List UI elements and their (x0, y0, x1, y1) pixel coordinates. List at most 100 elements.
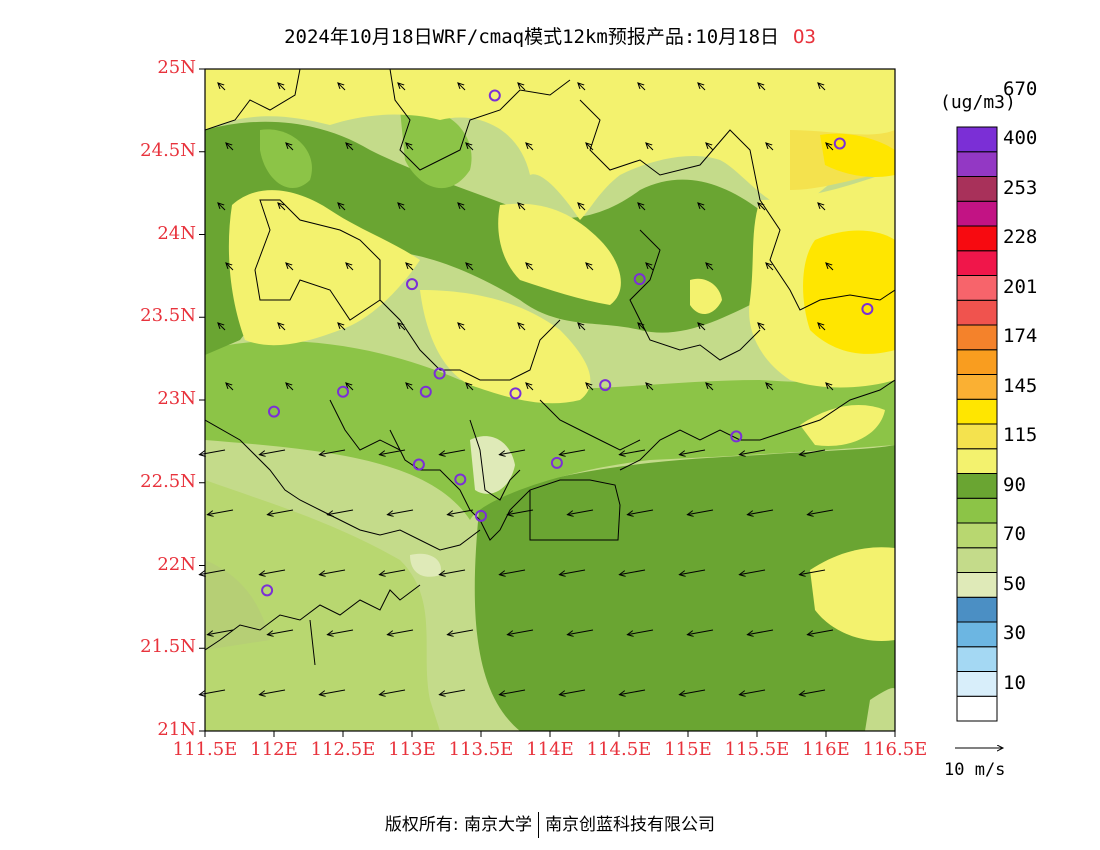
wind-vector (507, 509, 534, 515)
wind-vector (627, 629, 654, 635)
lat-tick-label: 25N (157, 57, 196, 78)
colorbar-swatch (956, 547, 998, 573)
monitoring-station-marker (833, 137, 846, 150)
colorbar-swatch (956, 275, 998, 301)
wind-vector (646, 143, 654, 151)
monitoring-station-marker (406, 278, 418, 291)
wind-vector (226, 263, 234, 271)
wind-vector (286, 263, 294, 271)
wind-vector (698, 203, 706, 211)
wind-vector (259, 569, 286, 575)
wind-vector (766, 383, 774, 391)
wind-vector (586, 143, 594, 151)
colorbar-swatch (956, 374, 998, 400)
wind-reference-label: 10 m/s (944, 760, 1006, 780)
colorbar-label: 174 (1003, 325, 1038, 348)
wind-vector (207, 509, 234, 515)
wind-vector (458, 323, 466, 331)
wind-vector (698, 323, 706, 331)
wind-vector (739, 689, 766, 695)
colorbar-swatch (956, 176, 998, 202)
wind-vector (346, 263, 354, 271)
wind-vector (507, 629, 534, 635)
monitoring-station-marker (261, 584, 274, 597)
wind-vector (398, 203, 406, 211)
wind-vector (758, 203, 766, 211)
colorbar-label: 30 (1003, 622, 1026, 645)
colorbar (956, 126, 998, 722)
wind-vector (319, 449, 346, 455)
wind-vector (706, 143, 714, 151)
wind-vector (398, 83, 406, 91)
colorbar-swatch (956, 621, 998, 648)
monitoring-station-marker (599, 379, 612, 392)
wind-vector (559, 449, 586, 455)
wind-vector (327, 629, 354, 635)
wind-vector (379, 569, 406, 575)
wind-vector (646, 263, 654, 271)
wind-vector (259, 689, 286, 695)
wind-vector (447, 629, 474, 635)
wind-vector (499, 569, 526, 575)
wind-vector (327, 509, 354, 515)
wind-vector (218, 323, 226, 331)
wind-vector (518, 203, 526, 211)
wind-vector (567, 629, 594, 635)
wind-vector (619, 449, 646, 455)
lat-tick-label: 24.5N (140, 139, 196, 161)
wind-vector (646, 383, 654, 391)
wind-vector (687, 629, 714, 635)
monitoring-station-marker (730, 430, 743, 443)
wind-vector (338, 83, 346, 91)
wind-vector (679, 449, 706, 455)
wind-vector (679, 569, 706, 575)
monitoring-station-marker (454, 473, 467, 486)
wind-vector (627, 509, 654, 515)
colorbar-swatch (956, 522, 998, 549)
colorbar-swatch (956, 151, 998, 177)
wind-vector (799, 689, 826, 695)
wind-vector (559, 689, 586, 695)
concentration-fill (205, 69, 895, 731)
wind-vector (578, 83, 586, 91)
wind-vector (567, 509, 594, 515)
colorbar-label: 670 (1003, 77, 1038, 100)
colorbar-label: 10 (1003, 671, 1026, 694)
wind-vector (319, 569, 346, 575)
monitoring-station-marker (861, 302, 874, 315)
wind-vector (826, 263, 834, 271)
lon-tick-label: 112.5E (310, 739, 376, 760)
colorbar-label: 145 (1003, 374, 1038, 397)
wind-vector (818, 203, 826, 211)
wind-vector (286, 383, 294, 391)
wind-vector (559, 569, 586, 575)
wind-vector (807, 509, 834, 515)
lat-tick-label: 21.5N (140, 636, 196, 658)
lon-tick-label: 113.5E (448, 739, 514, 760)
colorbar-label: 400 (1003, 127, 1038, 150)
wind-vector (586, 263, 594, 271)
wind-vector (267, 509, 294, 515)
wind-vector (398, 323, 406, 331)
wind-vector (526, 143, 534, 151)
copyright-left: 版权所有: 南京大学 (384, 815, 533, 835)
wind-vector (818, 83, 826, 91)
colorbar-unit: (ug/m3) (940, 92, 1016, 113)
monitoring-station-marker (268, 405, 280, 418)
wind-vector (747, 629, 774, 635)
admin-boundaries (205, 69, 895, 666)
monitoring-station-marker (509, 387, 522, 400)
lat-tick-label: 21N (157, 719, 196, 740)
lat-tick-label: 22.5N (140, 470, 196, 492)
wind-vector (259, 449, 286, 455)
colorbar-swatch (956, 225, 998, 252)
wind-vector (458, 83, 466, 91)
wind-vector (807, 629, 834, 635)
colorbar-label: 70 (1003, 523, 1026, 546)
monitoring-station-marker (433, 367, 446, 380)
wind-vector (218, 83, 226, 91)
wind-vector (499, 449, 526, 455)
wind-vector (799, 449, 826, 455)
colorbar-swatch (956, 448, 998, 474)
footer-separator (538, 812, 540, 838)
